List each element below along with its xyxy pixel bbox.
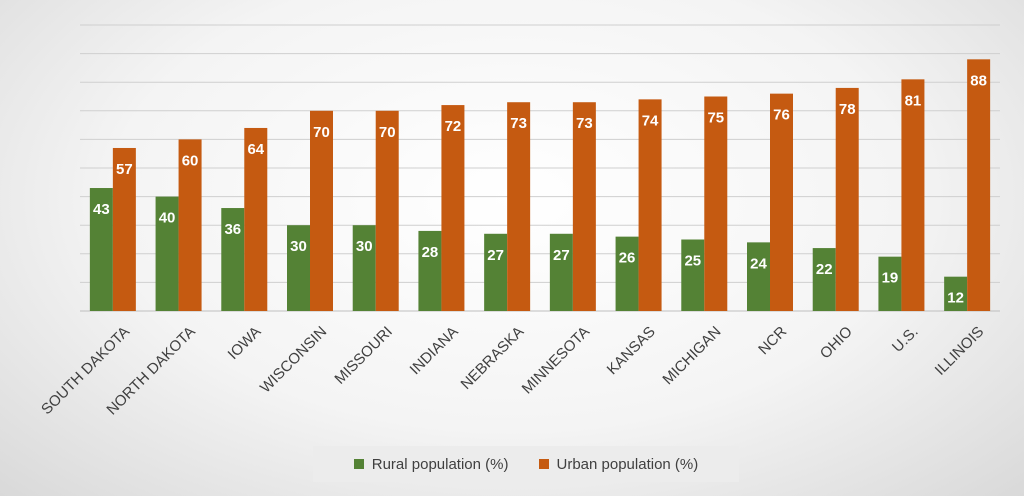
rural-value-label-indiana: 28 bbox=[422, 244, 439, 261]
rural-bar-south-dakota bbox=[89, 188, 113, 311]
x-tick-label-wisconsin: WISCONSIN bbox=[257, 323, 330, 396]
urban-bar-ncr bbox=[770, 93, 793, 311]
rural-value-label-u-s: 19 bbox=[882, 270, 899, 287]
urban-bar-ohio bbox=[835, 87, 859, 311]
rural-bar-ncr bbox=[747, 242, 770, 311]
urban-value-label-nebraska: 73 bbox=[510, 115, 527, 132]
rural-bar-north-dakota bbox=[155, 196, 179, 311]
x-tick-label-nebraska: NEBRASKA bbox=[458, 323, 528, 393]
rural-bar-kansas bbox=[615, 236, 639, 311]
x-tick-label-iowa: IOWA bbox=[225, 323, 265, 363]
x-tick-label-missouri: MISSOURI bbox=[331, 323, 395, 387]
urban-value-label-ncr: 76 bbox=[773, 107, 790, 124]
urban-bar-south-dakota bbox=[112, 147, 136, 311]
rural-bar-minnesota bbox=[549, 233, 573, 311]
urban-bar-indiana bbox=[441, 105, 465, 311]
rural-value-label-ncr: 24 bbox=[750, 255, 767, 272]
urban-bar-wisconsin bbox=[310, 110, 333, 311]
rural-bar-iowa bbox=[221, 208, 245, 311]
legend-item-urban: Urban population (%) bbox=[538, 455, 699, 473]
urban-value-label-south-dakota: 57 bbox=[116, 161, 133, 178]
x-tick-label-indiana: INDIANA bbox=[407, 323, 462, 378]
legend-swatch-rural bbox=[353, 459, 364, 469]
rural-value-label-michigan: 25 bbox=[684, 253, 701, 270]
rural-value-label-iowa: 36 bbox=[224, 221, 241, 238]
rural-bar-ohio bbox=[812, 248, 836, 311]
legend: Rural population (%) Urban population (%… bbox=[313, 446, 739, 482]
x-tick-label-ohio: OHIO bbox=[817, 323, 856, 362]
urban-value-label-illinois: 88 bbox=[970, 72, 987, 89]
rural-bar-nebraska bbox=[484, 233, 508, 311]
urban-bar-minnesota bbox=[572, 102, 596, 311]
urban-value-label-ohio: 78 bbox=[839, 101, 856, 118]
legend-label-urban: Urban population (%) bbox=[556, 455, 699, 473]
urban-bar-michigan bbox=[704, 96, 728, 311]
urban-value-label-michigan: 75 bbox=[707, 110, 724, 127]
rural-value-label-minnesota: 27 bbox=[553, 247, 570, 264]
rural-bar-michigan bbox=[681, 239, 705, 311]
urban-bar-nebraska bbox=[507, 102, 531, 311]
urban-value-label-iowa: 64 bbox=[247, 141, 264, 158]
x-tick-label-minnesota: MINNESOTA bbox=[519, 323, 593, 397]
rural-bar-u-s bbox=[878, 256, 902, 311]
x-tick-label-ncr: NCR bbox=[755, 323, 790, 358]
x-tick-label-illinois: ILLINOIS bbox=[932, 323, 988, 379]
urban-bar-north-dakota bbox=[178, 139, 202, 311]
rural-bar-indiana bbox=[418, 230, 442, 311]
legend-label-rural: Rural population (%) bbox=[371, 455, 509, 473]
urban-value-label-u-s: 81 bbox=[905, 92, 922, 109]
x-tick-label-michigan: MICHIGAN bbox=[659, 323, 724, 388]
rural-value-label-nebraska: 27 bbox=[487, 247, 504, 264]
rural-bar-illinois bbox=[944, 276, 968, 311]
urban-value-label-wisconsin: 70 bbox=[313, 124, 330, 141]
urban-value-label-indiana: 72 bbox=[445, 118, 462, 135]
rural-value-label-ohio: 22 bbox=[816, 261, 833, 278]
rural-value-label-south-dakota: 43 bbox=[93, 201, 110, 218]
rural-bar-wisconsin bbox=[287, 225, 310, 311]
urban-bar-missouri bbox=[375, 110, 399, 311]
urban-bar-kansas bbox=[638, 99, 662, 311]
x-tick-label-u-s: U.S. bbox=[889, 323, 922, 356]
rural-value-label-missouri: 30 bbox=[356, 238, 373, 255]
x-tick-label-kansas: KANSAS bbox=[604, 323, 659, 378]
urban-bar-u-s bbox=[901, 79, 925, 311]
rural-value-label-wisconsin: 30 bbox=[290, 238, 307, 255]
urban-bar-illinois bbox=[967, 59, 991, 311]
urban-bar-iowa bbox=[244, 127, 268, 312]
rural-value-label-illinois: 12 bbox=[947, 290, 964, 307]
legend-swatch-urban bbox=[538, 459, 549, 469]
rural-value-label-kansas: 26 bbox=[619, 250, 636, 267]
urban-value-label-north-dakota: 60 bbox=[182, 152, 199, 169]
legend-item-rural: Rural population (%) bbox=[353, 455, 509, 473]
urban-value-label-kansas: 74 bbox=[642, 112, 659, 129]
urban-value-label-minnesota: 73 bbox=[576, 115, 593, 132]
rural-bar-missouri bbox=[352, 225, 376, 311]
rural-value-label-north-dakota: 40 bbox=[159, 210, 176, 227]
urban-value-label-missouri: 70 bbox=[379, 124, 396, 141]
